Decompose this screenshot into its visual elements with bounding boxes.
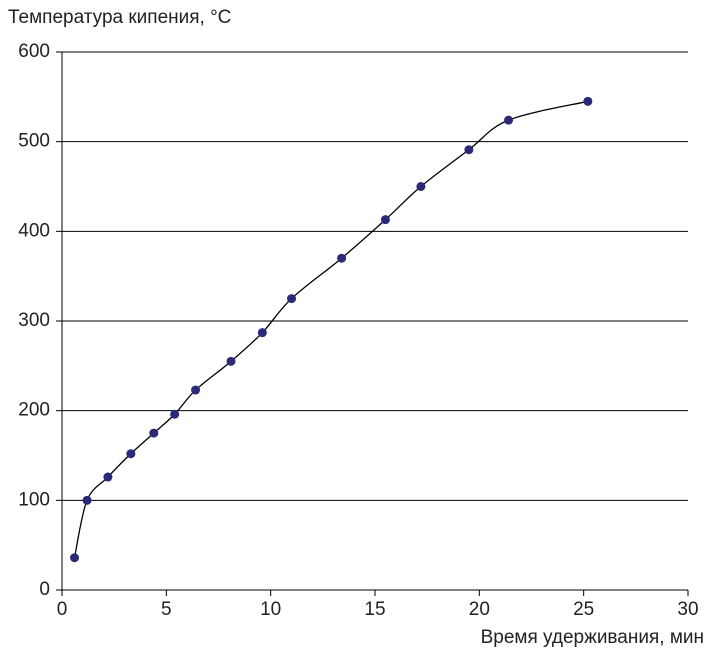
data-point xyxy=(70,553,80,563)
x-tick-label: 20 xyxy=(469,599,490,620)
y-tick-label: 500 xyxy=(18,131,50,152)
data-point xyxy=(583,96,593,106)
data-point xyxy=(82,495,92,505)
data-point xyxy=(126,449,136,459)
x-tick-label: 30 xyxy=(677,599,698,620)
data-point xyxy=(416,182,426,191)
data-point xyxy=(287,294,297,304)
y-tick-label: 400 xyxy=(18,220,50,241)
y-tick-label: 600 xyxy=(18,41,50,62)
data-point xyxy=(103,472,113,482)
data-point xyxy=(380,215,390,225)
x-tick-label: 15 xyxy=(364,599,385,620)
x-tick-label: 5 xyxy=(161,599,172,620)
data-point xyxy=(504,115,514,125)
y-tick-label: 0 xyxy=(39,579,50,600)
y-tick-label: 100 xyxy=(18,489,50,510)
y-axis-label: Температура кипения, °C xyxy=(8,7,231,28)
x-tick-label: 25 xyxy=(573,599,594,620)
data-point xyxy=(226,356,236,366)
data-point xyxy=(191,385,201,395)
data-point xyxy=(257,328,267,338)
x-tick-label: 10 xyxy=(260,599,281,620)
trend-line xyxy=(73,100,588,558)
y-tick-label: 200 xyxy=(18,400,50,421)
y-tick-label: 300 xyxy=(18,310,50,331)
x-tick-label: 0 xyxy=(57,599,68,620)
data-point xyxy=(464,145,474,155)
data-point xyxy=(149,428,159,438)
x-axis-label: Время удерживания, мин xyxy=(481,627,704,648)
data-point xyxy=(170,409,180,419)
data-point xyxy=(337,253,347,263)
